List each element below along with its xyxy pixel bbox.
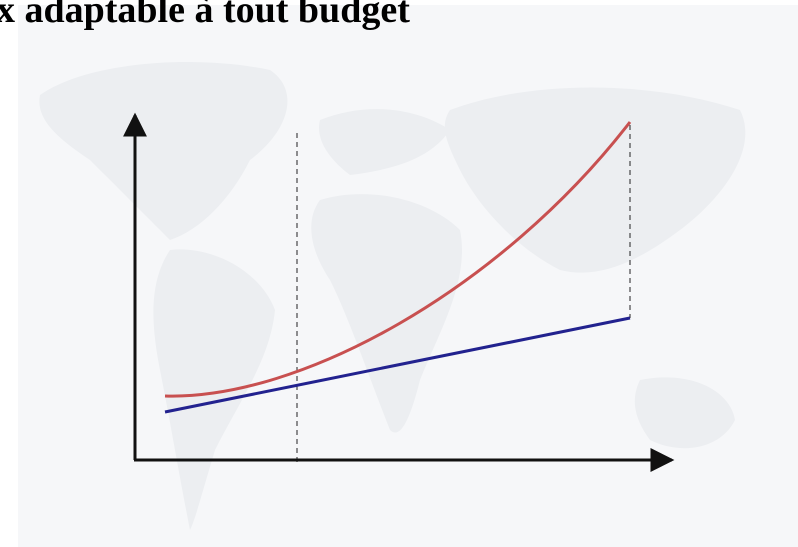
title: x adaptable à tout budget: [0, 0, 410, 31]
linear-curve: [164, 316, 631, 414]
diagram: [123, 112, 675, 472]
exponential-curve: [164, 121, 632, 398]
